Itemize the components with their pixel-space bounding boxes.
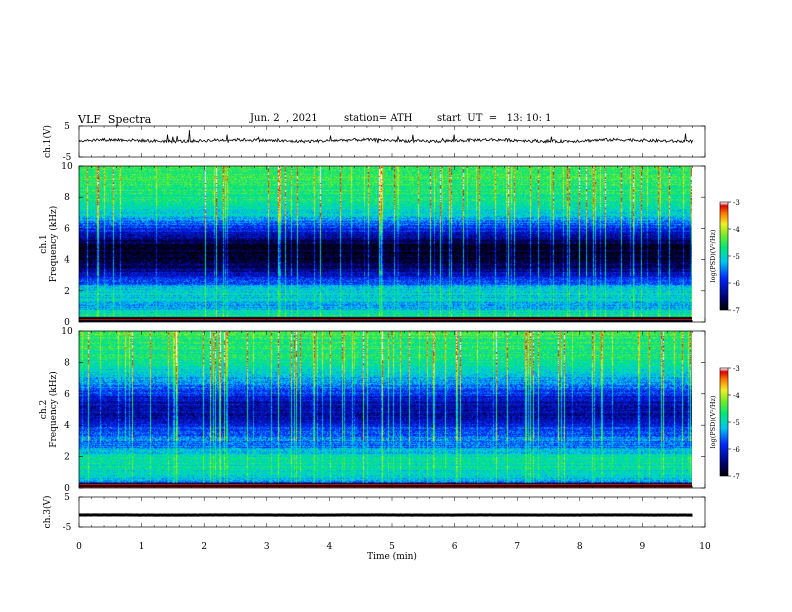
y-tick-label: 5 bbox=[64, 493, 70, 503]
colorbar-tick-label: -3 bbox=[733, 365, 740, 373]
colorbar-tick-label: -6 bbox=[733, 280, 740, 288]
x-axis-label: Time (min) bbox=[367, 551, 417, 562]
ch1-waveform bbox=[78, 130, 693, 144]
colorbar-tick-label: -5 bbox=[733, 419, 740, 427]
colorbar-tick-label: -6 bbox=[733, 446, 740, 454]
colorbar-label: log(PSD)(V²/Hz) bbox=[709, 229, 717, 282]
channel-label: ch.2 bbox=[39, 400, 49, 419]
colorbar-ch1 bbox=[720, 202, 728, 310]
x-tick-label: 7 bbox=[514, 542, 520, 552]
station-label: station= ATH bbox=[344, 113, 413, 124]
y-tick-label: 0 bbox=[64, 484, 70, 494]
y-tick-label: 8 bbox=[64, 358, 70, 368]
colorbar-tick-label: -5 bbox=[733, 253, 740, 261]
y-tick-label: 4 bbox=[64, 421, 70, 431]
x-tick-label: 2 bbox=[201, 542, 207, 552]
colorbar-ch2 bbox=[720, 368, 728, 476]
y-tick-label: 8 bbox=[64, 193, 70, 203]
colorbar-tick-label: -4 bbox=[733, 392, 740, 400]
x-tick-label: 0 bbox=[76, 542, 82, 552]
x-tick-label: 5 bbox=[389, 542, 395, 552]
spectrogram-ch1 bbox=[79, 166, 692, 322]
x-tick-label: 1 bbox=[139, 542, 145, 552]
y-tick-label: -5 bbox=[63, 523, 72, 533]
y-tick-label: 10 bbox=[61, 162, 73, 172]
y-tick-label: 5 bbox=[64, 122, 70, 132]
chart-title: VLF Spectra bbox=[78, 113, 152, 126]
y-tick-label: -5 bbox=[63, 153, 72, 163]
panel-frame bbox=[78, 496, 706, 528]
frequency-axis-label: Frequency (kHz) bbox=[48, 206, 59, 283]
y-tick-label: 2 bbox=[64, 287, 70, 297]
date-label: Jun. 2 , 2021 bbox=[250, 113, 318, 124]
x-tick-label: 3 bbox=[264, 542, 270, 552]
frequency-axis-label: Frequency (kHz) bbox=[48, 371, 59, 448]
x-tick-label: 4 bbox=[327, 542, 333, 552]
x-tick-label: 9 bbox=[640, 542, 646, 552]
x-tick-label: 8 bbox=[577, 542, 583, 552]
colorbar-tick-label: -7 bbox=[733, 473, 740, 481]
colorbar-tick-label: -3 bbox=[733, 199, 740, 207]
ch3-ylabel: ch.3(V) bbox=[42, 496, 53, 529]
y-tick-label: 6 bbox=[64, 390, 70, 400]
ch1-ylabel: ch.1(V) bbox=[42, 125, 53, 158]
start-time-label: start UT = 13: 10: 1 bbox=[437, 113, 552, 124]
colorbar-tick-label: -4 bbox=[733, 226, 740, 234]
colorbar-label: log(PSD)(V²/Hz) bbox=[709, 395, 717, 448]
x-tick-label: 10 bbox=[699, 542, 711, 552]
y-tick-label: 0 bbox=[64, 318, 70, 328]
y-tick-label: 4 bbox=[64, 256, 70, 266]
colorbar-tick-label: -7 bbox=[733, 307, 740, 315]
spectrogram-ch2 bbox=[79, 331, 692, 488]
channel-label: ch.1 bbox=[39, 234, 49, 253]
y-tick-label: 10 bbox=[61, 327, 73, 337]
y-tick-label: 2 bbox=[64, 453, 70, 463]
x-tick-label: 6 bbox=[452, 542, 458, 552]
y-tick-label: 6 bbox=[64, 224, 70, 234]
